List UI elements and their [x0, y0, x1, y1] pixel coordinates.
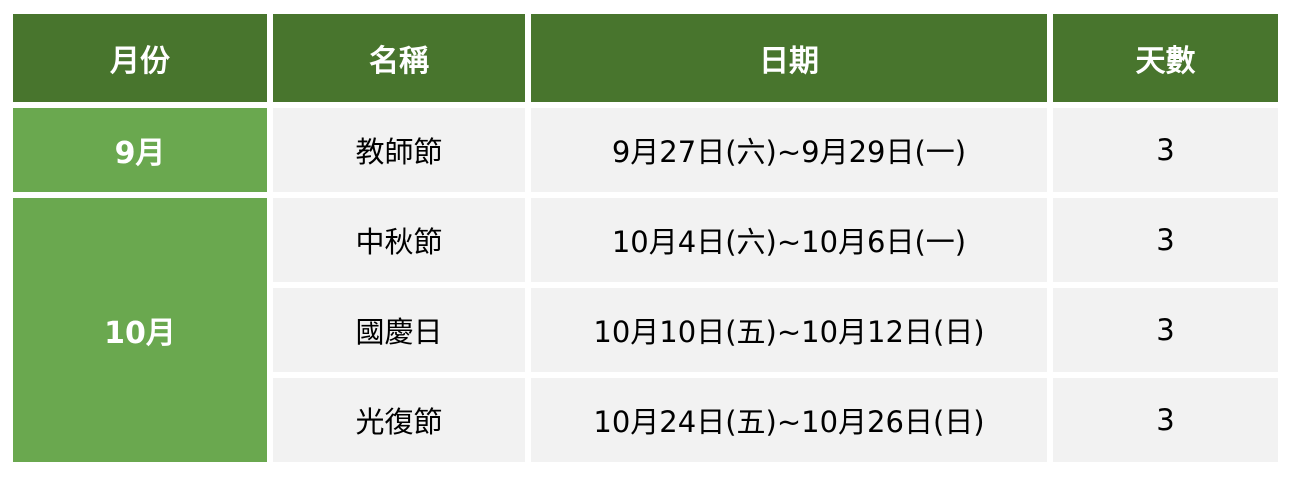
holiday-name-cell: 國慶日 — [273, 288, 525, 372]
table-row-mid-autumn: 10月 中秋節 10月4日(六)~10月6日(一) 3 — [13, 198, 1278, 462]
table-row-retrocession-day: 光復節 10月24日(五)~10月26日(日) 3 — [13, 378, 1278, 462]
column-header-month: 月份 — [13, 14, 267, 102]
table-row-national-day: 國慶日 10月10日(五)~10月12日(日) 3 — [13, 288, 1278, 372]
days-cell: 3 — [1053, 378, 1278, 462]
holiday-name-cell: 光復節 — [273, 378, 525, 462]
month-cell-september: 9月 — [13, 108, 267, 192]
days-cell: 3 — [1053, 108, 1278, 192]
days-cell: 3 — [1053, 288, 1278, 372]
month-cell-october: 10月 — [13, 198, 267, 462]
date-range-cell: 9月27日(六)~9月29日(一) — [531, 108, 1047, 192]
holiday-name-cell: 教師節 — [273, 108, 525, 192]
header-row: 月份 名稱 日期 天數 — [13, 14, 1278, 102]
column-header-name: 名稱 — [273, 14, 525, 102]
column-header-date: 日期 — [531, 14, 1047, 102]
column-header-days: 天數 — [1053, 14, 1278, 102]
holiday-table: 月份 名稱 日期 天數 9月 教師節 9月27日(六)~9月29日(一) 3 1… — [7, 8, 1284, 468]
date-range-cell: 10月4日(六)~10月6日(一) — [531, 198, 1047, 282]
days-cell: 3 — [1053, 198, 1278, 282]
date-range-cell: 10月10日(五)~10月12日(日) — [531, 288, 1047, 372]
table-row-teachers-day: 9月 教師節 9月27日(六)~9月29日(一) 3 — [13, 108, 1278, 192]
date-range-cell: 10月24日(五)~10月26日(日) — [531, 378, 1047, 462]
holiday-name-cell: 中秋節 — [273, 198, 525, 282]
